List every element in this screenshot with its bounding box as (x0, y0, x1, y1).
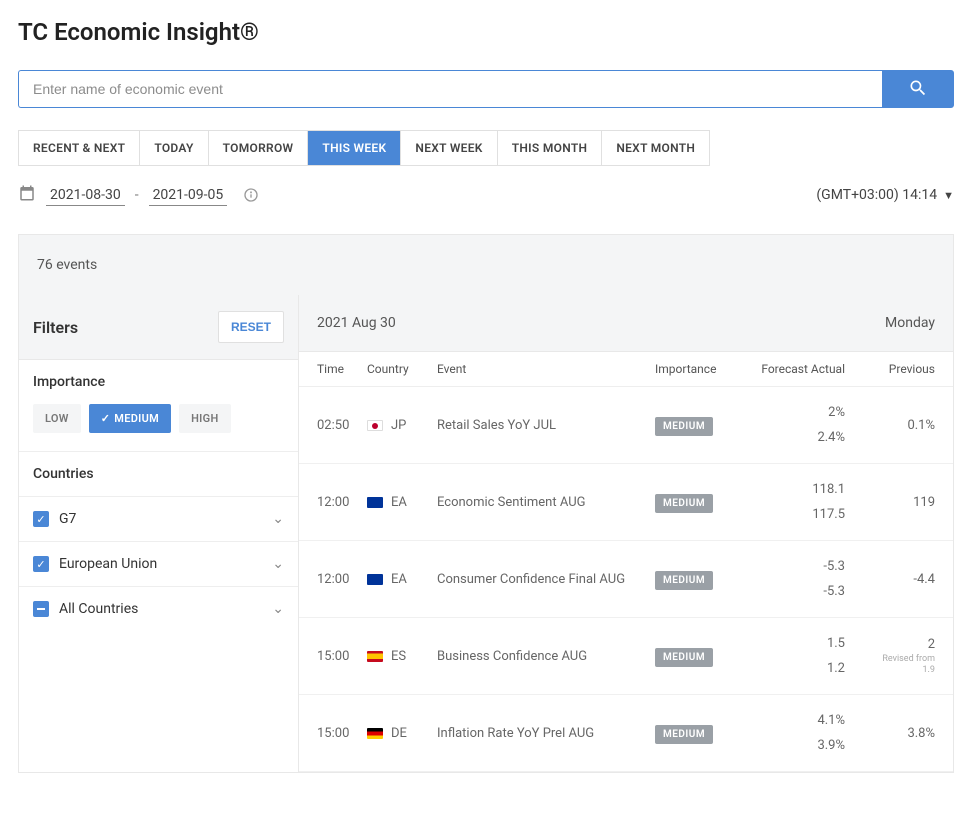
search-input[interactable] (18, 70, 882, 108)
previous-value: 3.8% (845, 726, 935, 741)
importance-badge: MEDIUM (655, 494, 713, 513)
event-country: JP (367, 418, 437, 433)
event-time: 15:00 (317, 649, 367, 664)
previous-value: 119 (845, 495, 935, 510)
event-country: DE (367, 726, 437, 741)
country-code: ES (391, 649, 406, 664)
time-range-tabs: RECENT & NEXTTODAYTOMORROWTHIS WEEKNEXT … (18, 130, 710, 166)
checkbox-icon: ✓ (33, 511, 49, 527)
country-code: EA (391, 495, 407, 510)
tab-this-week[interactable]: THIS WEEK (308, 131, 401, 165)
importance-badge: MEDIUM (655, 725, 713, 744)
event-title: Economic Sentiment AUG (437, 495, 655, 510)
chevron-down-icon: ⌄ (272, 511, 284, 527)
info-icon[interactable] (243, 187, 259, 203)
event-time: 15:00 (317, 726, 367, 741)
col-time-header: Time (317, 362, 367, 376)
event-time: 02:50 (317, 418, 367, 433)
event-country: EA (367, 495, 437, 510)
flag-ea-icon (367, 574, 383, 585)
chevron-down-icon: ⌄ (272, 601, 284, 617)
importance-filter-title: Importance (33, 374, 284, 390)
col-importance-header: Importance (655, 362, 755, 376)
event-title: Consumer Confidence Final AUG (437, 572, 655, 587)
timezone-label: (GMT+03:00) 14:14 (816, 187, 937, 203)
importance-chips: LOW ✓MEDIUM HIGH (33, 404, 284, 433)
checkbox-icon (33, 601, 49, 617)
country-code: EA (391, 572, 407, 587)
chevron-down-icon: ▼ (943, 189, 954, 202)
event-row[interactable]: 15:00 ES Business Confidence AUGMEDIUM 1.51… (299, 618, 953, 695)
event-title: Business Confidence AUG (437, 649, 655, 664)
previous-value: 0.1% (845, 418, 935, 433)
importance-chip-low[interactable]: LOW (33, 404, 81, 433)
checkbox-icon: ✓ (33, 556, 49, 572)
page-title: TC Economic Insight® (18, 18, 954, 46)
forecast-actual: 118.1117.5 (755, 482, 845, 522)
date-separator: - (135, 187, 139, 203)
forecast-actual: -5.3-5.3 (755, 559, 845, 599)
tab-today[interactable]: TODAY (140, 131, 208, 165)
country-group-european-union[interactable]: ✓ European Union ⌄ (19, 542, 298, 587)
flag-ea-icon (367, 497, 383, 508)
forecast-actual: 4.1%3.9% (755, 713, 845, 753)
date-end[interactable]: 2021-09-05 (149, 185, 228, 206)
country-group-label: European Union (59, 556, 157, 572)
event-row[interactable]: 12:00 EA Consumer Confidence Final AUGMEDI… (299, 541, 953, 618)
filters-panel: Filters RESET Importance LOW✓MEDIUMHIGH … (19, 295, 299, 772)
event-title: Retail Sales YoY JUL (437, 418, 655, 433)
events-table-header: Time Country Event Importance Forecast A… (299, 352, 953, 387)
chevron-down-icon: ⌄ (272, 556, 284, 572)
importance-chip-high[interactable]: HIGH (179, 404, 230, 433)
events-panel: 2021 Aug 30 Monday Time Country Event Im… (299, 295, 953, 772)
event-row[interactable]: 12:00 EA Economic Sentiment AUGMEDIUM 118.1… (299, 464, 953, 541)
event-time: 12:00 (317, 572, 367, 587)
tab-next-month[interactable]: NEXT MONTH (602, 131, 709, 165)
col-event-header: Event (437, 362, 655, 376)
country-code: DE (391, 726, 407, 741)
event-row[interactable]: 02:50 JP Retail Sales YoY JULMEDIUM 2%2.4%0… (299, 387, 953, 464)
countries-filter-title: Countries (33, 466, 284, 482)
tab-tomorrow[interactable]: TOMORROW (209, 131, 309, 165)
search-icon (908, 78, 928, 101)
search-bar (18, 70, 954, 108)
forecast-actual: 1.51.2 (755, 636, 845, 676)
country-group-all-countries[interactable]: All Countries ⌄ (19, 587, 298, 631)
event-country: EA (367, 572, 437, 587)
reset-filters-button[interactable]: RESET (218, 311, 284, 343)
previous-value: -4.4 (845, 572, 935, 587)
calendar-icon (18, 184, 36, 206)
filters-title: Filters (33, 318, 78, 337)
importance-badge: MEDIUM (655, 417, 713, 436)
country-group-label: All Countries (59, 601, 138, 617)
country-group-label: G7 (59, 511, 76, 527)
forecast-actual: 2%2.4% (755, 405, 845, 445)
day-date: 2021 Aug 30 (317, 315, 396, 331)
date-start[interactable]: 2021-08-30 (46, 185, 125, 206)
day-weekday: Monday (885, 315, 935, 331)
tab-next-week[interactable]: NEXT WEEK (401, 131, 497, 165)
importance-chip-medium[interactable]: ✓MEDIUM (89, 404, 171, 433)
event-row[interactable]: 15:00 DE Inflation Rate YoY Prel AUGMEDIUM… (299, 695, 953, 772)
flag-jp-icon (367, 420, 383, 431)
date-range-picker[interactable]: 2021-08-30 - 2021-09-05 (18, 184, 259, 206)
event-title: Inflation Rate YoY Prel AUG (437, 726, 655, 741)
events-count: 76 events (18, 234, 954, 295)
flag-de-icon (367, 728, 383, 739)
col-previous-header: Previous (845, 362, 935, 376)
tab-this-month[interactable]: THIS MONTH (498, 131, 603, 165)
col-country-header: Country (367, 362, 437, 376)
search-button[interactable] (882, 70, 954, 108)
flag-es-icon (367, 651, 383, 662)
col-forecast-actual-header: Forecast Actual (755, 362, 845, 376)
event-country: ES (367, 649, 437, 664)
event-time: 12:00 (317, 495, 367, 510)
country-code: JP (391, 418, 406, 433)
country-group-g-[interactable]: ✓ G7 ⌄ (19, 497, 298, 542)
tab-recent-next[interactable]: RECENT & NEXT (19, 131, 140, 165)
importance-badge: MEDIUM (655, 571, 713, 590)
timezone-select[interactable]: (GMT+03:00) 14:14 ▼ (816, 187, 954, 203)
previous-value: 2Revised from1.9 (845, 637, 935, 676)
importance-badge: MEDIUM (655, 648, 713, 667)
